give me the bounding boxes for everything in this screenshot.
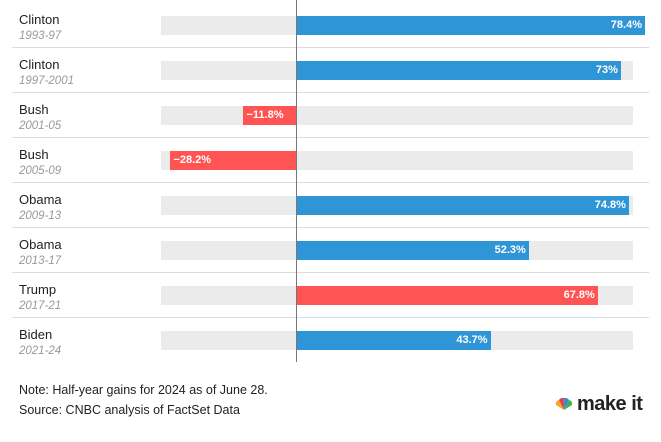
data-bar: 78.4% — [296, 16, 645, 35]
zero-axis-line — [296, 0, 297, 362]
data-bar: −28.2% — [170, 151, 296, 170]
bar-chart: Clinton 1993-97 78.4% Clinton 1997-2001 73% Bu… — [12, 0, 649, 363]
value-label: −28.2% — [173, 154, 212, 166]
value-label: −11.8% — [246, 109, 284, 121]
chart-note: Note: Half-year gains for 2024 as of Jun… — [19, 383, 268, 397]
term-years: 2001-05 — [19, 120, 62, 132]
chart-source: Source: CNBC analysis of FactSet Data — [19, 403, 240, 417]
chart-row: Bush 2005-09 −28.2% — [12, 138, 649, 183]
president-name: Bush — [19, 102, 49, 117]
term-years: 2021-24 — [19, 345, 62, 357]
term-years: 2017-21 — [19, 300, 62, 312]
value-label: 73% — [595, 64, 618, 76]
president-name: Obama — [19, 237, 62, 252]
brand-text: make it — [577, 392, 643, 415]
value-label: 67.8% — [563, 289, 595, 301]
value-label: 74.8% — [594, 199, 626, 211]
president-name: Trump — [19, 282, 57, 297]
chart-row: Clinton 1997-2001 73% — [12, 48, 649, 93]
value-label: 43.7% — [456, 334, 488, 346]
president-name: Bush — [19, 147, 49, 162]
chart-row: Trump 2017-21 67.8% — [12, 273, 649, 318]
data-bar: 74.8% — [296, 196, 629, 215]
bar-track — [161, 106, 633, 125]
data-bar: 52.3% — [296, 241, 529, 260]
president-name: Biden — [19, 327, 53, 342]
president-name: Obama — [19, 192, 62, 207]
data-bar: −11.8% — [243, 106, 296, 125]
cnbc-make-it-logo: make it — [555, 392, 643, 415]
term-years: 2013-17 — [19, 255, 62, 267]
president-name: Clinton — [19, 57, 60, 72]
term-years: 2005-09 — [19, 165, 62, 177]
president-name: Clinton — [19, 12, 60, 27]
peacock-icon — [555, 397, 573, 410]
chart-row: Clinton 1993-97 78.4% — [12, 3, 649, 48]
chart-row: Obama 2009-13 74.8% — [12, 183, 649, 228]
value-label: 78.4% — [610, 19, 642, 31]
chart-row: Bush 2001-05 −11.8% — [12, 93, 649, 138]
value-label: 52.3% — [494, 244, 526, 256]
data-bar: 73% — [296, 61, 621, 80]
chart-row: Biden 2021-24 43.7% — [12, 318, 649, 363]
chart-row: Obama 2013-17 52.3% — [12, 228, 649, 273]
term-years: 1993-97 — [19, 30, 62, 42]
data-bar: 67.8% — [296, 286, 598, 305]
term-years: 1997-2001 — [19, 75, 74, 87]
term-years: 2009-13 — [19, 210, 62, 222]
data-bar: 43.7% — [296, 331, 491, 350]
